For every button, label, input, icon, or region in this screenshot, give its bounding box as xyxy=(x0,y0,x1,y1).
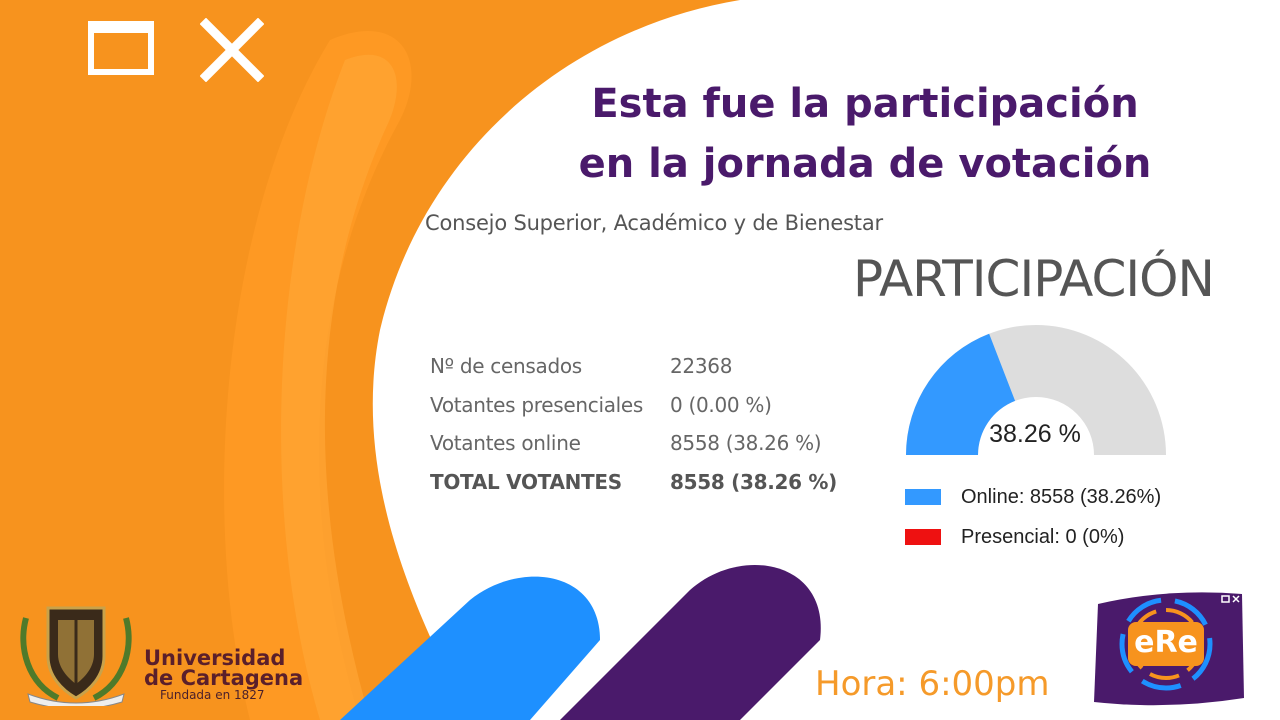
stat-value: 0 (0.00 %) xyxy=(670,392,772,417)
stat-label: Votantes presenciales xyxy=(430,392,644,417)
participation-title: PARTICIPACIÓN xyxy=(853,250,1215,308)
stat-value: 22368 xyxy=(670,354,733,378)
close-icon xyxy=(200,18,264,82)
window-controls xyxy=(88,18,268,82)
legend-swatch-presencial xyxy=(905,529,941,545)
stat-label: Nº de censados xyxy=(430,354,582,378)
gauge-value-label: 38.26 % xyxy=(989,420,1081,448)
university-name: Universidad de Cartagena xyxy=(144,646,304,690)
election-subtitle: Consejo Superior, Académico y de Bienest… xyxy=(425,211,883,235)
stat-label: TOTAL VOTANTES xyxy=(430,469,622,494)
ere-logo-text: eRe xyxy=(1134,625,1198,660)
stat-value: 8558 (38.26 %) xyxy=(670,431,822,455)
stat-value: 8558 (38.26 %) xyxy=(670,469,837,494)
university-name-line-2: de Cartagena xyxy=(144,666,304,690)
university-founded: Fundada en 1827 xyxy=(160,688,265,702)
legend-label: Online: 8558 (38.26%) xyxy=(961,486,1162,508)
ere-logo-icon xyxy=(1094,592,1244,706)
maximize-icon xyxy=(88,21,154,75)
legend-swatch-online xyxy=(905,489,941,505)
participation-gauge xyxy=(906,324,1166,455)
headline: Esta fue la participación en la jornada … xyxy=(520,74,1210,194)
gauge-online-arc xyxy=(906,333,1016,455)
headline-line-2: en la jornada de votación xyxy=(578,141,1152,187)
university-name-line-1: Universidad xyxy=(144,646,286,670)
headline-line-1: Esta fue la participación xyxy=(591,81,1139,127)
time-label: Hora: 6:00pm xyxy=(815,664,1050,704)
university-crest-icon xyxy=(20,606,132,706)
legend-label: Presencial: 0 (0%) xyxy=(961,526,1125,548)
stat-label: Votantes online xyxy=(430,431,581,455)
